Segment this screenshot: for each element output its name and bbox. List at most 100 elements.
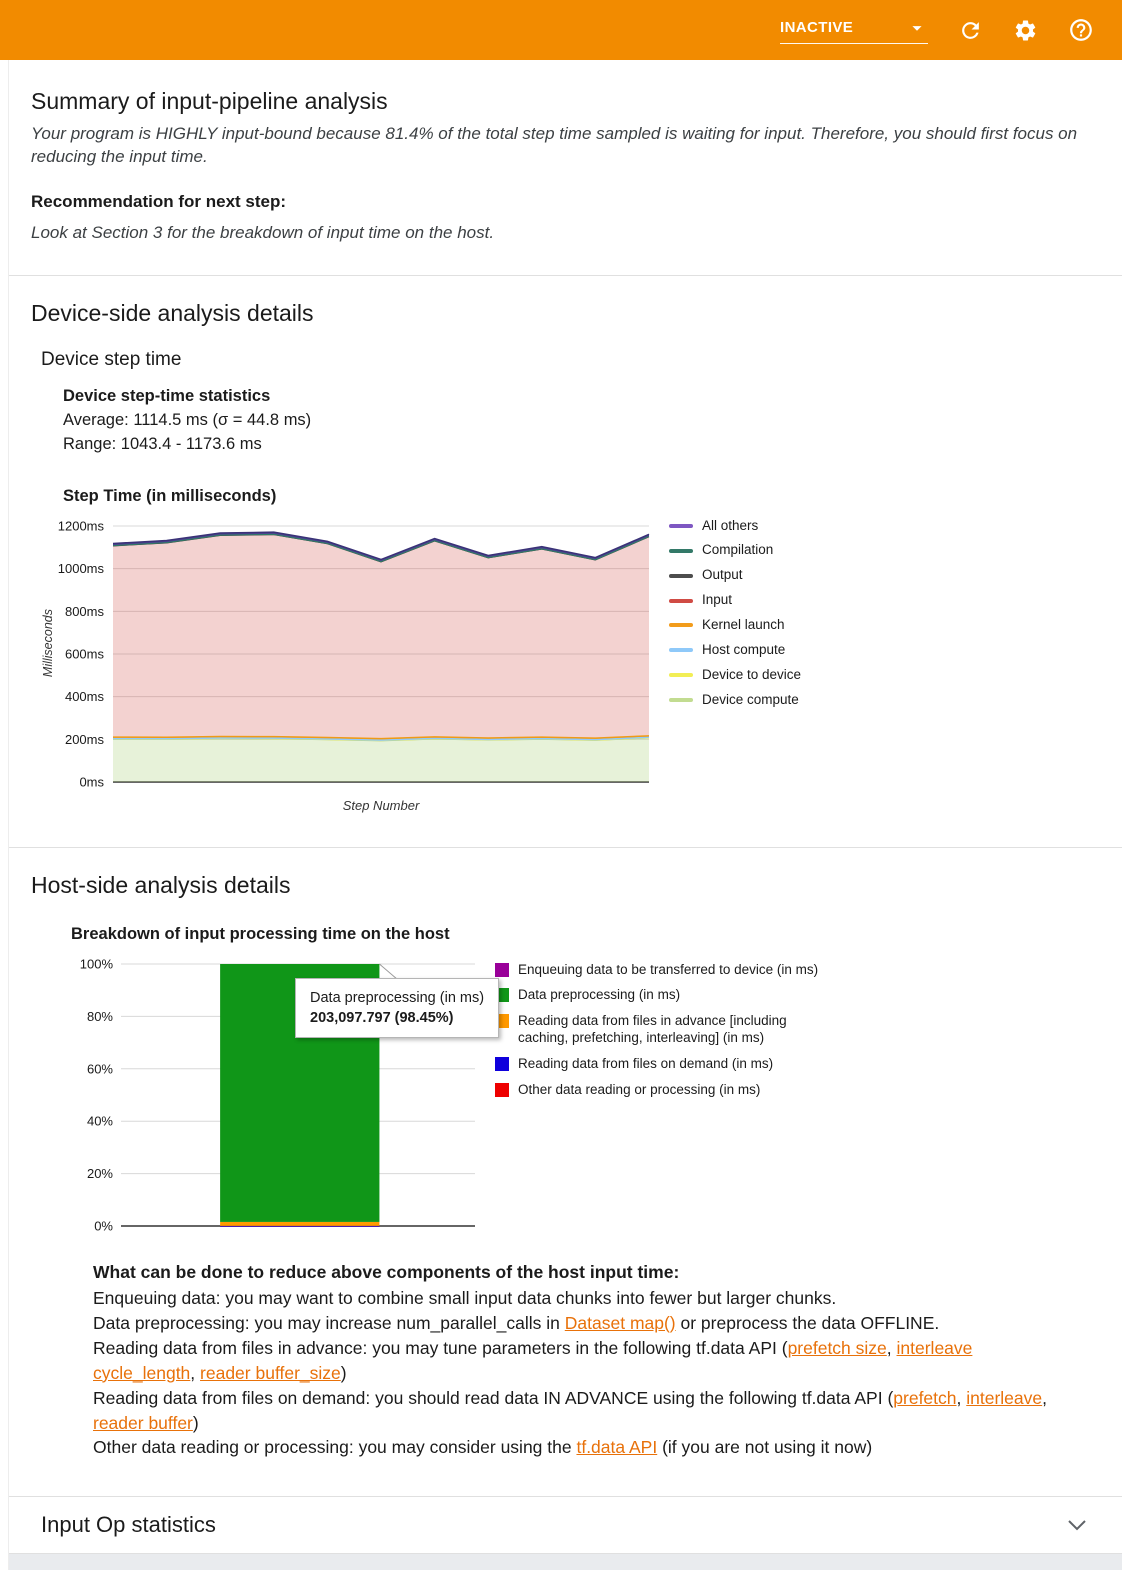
svg-text:600ms: 600ms [65,646,105,661]
legend-swatch [669,648,693,653]
series-line-host-compute [112,736,650,741]
legend-swatch [495,1082,509,1097]
step-chart-wrap: 0ms 200ms 400ms 600ms 800ms 1000ms 1200ms Step… [55,514,655,813]
advice-text: ) [192,1412,199,1433]
stats-average: Average: 1114.5 ms (σ = 44.8 ms) [63,410,312,429]
legend-swatch [669,673,693,678]
app-header: INACTIVE [0,0,1122,60]
device-step-time-chart: 0ms 200ms 400ms 600ms 800ms 1000ms 1200ms [58,518,650,789]
legend-label: Reading data from files on demand (in ms… [518,1056,774,1072]
legend-item-compilation: Compilation [669,542,801,559]
legend-item-reading-data-from-files-in-advance-including-caching-prefetching-interleaving-in-ms: Reading data from files in advance [incl… [495,1013,825,1047]
advice-text: ) [340,1362,347,1383]
advice-link-tf-data-api[interactable]: tf.data API [576,1437,658,1458]
capture-status-dropdown[interactable]: INACTIVE [780,17,928,44]
input-op-statistics-section[interactable]: Input Op statistics [9,1496,1122,1555]
input-op-statistics-title: Input Op statistics [41,1512,216,1538]
legend-item-enqueuing-data-to-be-transferred-to-device-in-ms: Enqueuing data to be transferred to devi… [495,962,825,979]
advice-text: Enqueuing data: you may want to combine … [93,1288,837,1309]
host-side-title: Host-side analysis details [31,871,291,898]
legend-item-all-others: All others [669,518,801,535]
advice-line: Data preprocessing: you may increase num… [93,1311,1062,1336]
gear-icon [1015,19,1036,40]
tooltip-title: Data preprocessing (in ms) [310,989,485,1006]
step-chart-area: Milliseconds 0ms 200ms 400ms 600ms 800ms 1000… [41,514,1122,813]
svg-text:0%: 0% [94,1218,113,1233]
advice-text: Reading data from files in advance: you … [93,1338,788,1359]
legend-label: Compilation [702,542,774,558]
summary-section: Summary of input-pipeline analysis Your … [9,60,1122,275]
summary-title: Summary of input-pipeline analysis [31,88,388,114]
legend-item-device-to-device: Device to device [669,667,801,684]
device-step-time-stats: Device step-time statistics Average: 111… [63,385,1122,457]
legend-label: Enqueuing data to be transferred to devi… [518,961,819,977]
device-side-section: Device-side analysis details Device step… [9,276,1122,847]
advice-lines: Enqueuing data: you may want to combine … [93,1286,1062,1460]
content-card: Summary of input-pipeline analysis Your … [8,60,1122,1570]
legend-swatch [669,623,693,628]
advice-link-prefetch[interactable]: prefetch [893,1387,957,1408]
host-chart-legend: Enqueuing data to be transferred to devi… [495,962,825,1099]
legend-swatch [495,962,509,977]
advice-line: Enqueuing data: you may want to combine … [93,1286,1062,1311]
advice-link-interleave-cycle-length[interactable]: interleave cycle_length [93,1338,973,1383]
host-chart-area: 0% 20% 40% 60% 80% 100% Data preprocessing (i… [71,954,1122,1240]
legend-swatch [669,523,693,528]
legend-label: Host compute [702,641,786,657]
svg-text:100%: 100% [80,956,114,971]
legend-swatch [669,548,693,553]
legend-item-data-preprocessing-in-ms: Data preprocessing (in ms) [495,987,825,1004]
legend-item-kernel-launch: Kernel launch [669,617,801,634]
refresh-button[interactable] [958,18,983,43]
legend-label: Data preprocessing (in ms) [518,987,681,1003]
legend-item-input: Input [669,592,801,609]
series-line-compilation [112,533,650,562]
legend-label: Input [702,592,733,608]
svg-text:0ms: 0ms [79,774,104,789]
legend-item-other-data-reading-or-processing-in-ms: Other data reading or processing (in ms) [495,1082,825,1099]
legend-swatch [669,698,693,703]
advice-link-interleave[interactable]: interleave [966,1387,1043,1408]
svg-text:1000ms: 1000ms [58,561,105,576]
svg-text:200ms: 200ms [65,731,105,746]
recommendation-body: Look at Section 3 for the breakdown of i… [31,222,495,242]
tooltip-value: 203,097.797 (98.45%) [310,1009,454,1026]
svg-text:40%: 40% [87,1113,113,1128]
legend-label: All others [702,517,759,533]
settings-button[interactable] [1013,18,1038,43]
device-side-title: Device-side analysis details [31,299,314,326]
footer-strip [9,1554,1122,1570]
svg-text:400ms: 400ms [65,689,105,704]
host-chart-wrap: 0% 20% 40% 60% 80% 100% Data preprocessing (i… [71,954,500,1240]
series-line-all-others [112,530,650,560]
legend-label: Other data reading or processing (in ms) [518,1081,761,1097]
advice-link-dataset-map[interactable]: Dataset map() [564,1313,676,1334]
advice-line: Reading data from files on demand: you s… [93,1386,1062,1436]
legend-label: Output [702,567,743,583]
advice-text: , [886,1338,897,1359]
svg-text:80%: 80% [87,1008,113,1023]
advice-text: , [956,1387,967,1408]
step-chart-title: Step Time (in milliseconds) [63,486,277,505]
step-chart-legend: All others Compilation Output Input Kernel l… [669,518,801,709]
advice-text: , [1042,1387,1048,1408]
legend-label: Device compute [702,691,799,707]
advice-link-reader-buffer-size[interactable]: reader buffer_size [200,1362,341,1383]
stats-title: Device step-time statistics [63,386,271,405]
summary-body: Your program is HIGHLY input-bound becau… [31,124,1078,166]
svg-text:60%: 60% [87,1061,113,1076]
svg-text:800ms: 800ms [65,603,105,618]
legend-label: Kernel launch [702,617,785,633]
advice-link-prefetch-size[interactable]: prefetch size [787,1338,887,1359]
bar-segment-reading-data-from-files-on-demand-in-ms [220,1225,380,1227]
host-chart-title: Breakdown of input processing time on th… [71,924,450,943]
svg-text:20%: 20% [87,1166,113,1181]
advice-link-reader-buffer[interactable]: reader buffer [93,1412,193,1433]
svg-text:1200ms: 1200ms [58,518,105,533]
capture-status-label: INACTIVE [780,19,854,36]
series-line-kernel-launch [112,734,650,739]
step-chart-y-axis-title: Milliseconds [41,608,55,678]
advice-line: Reading data from files in advance: you … [93,1336,1062,1386]
legend-item-output: Output [669,567,801,584]
help-button[interactable] [1068,17,1094,43]
